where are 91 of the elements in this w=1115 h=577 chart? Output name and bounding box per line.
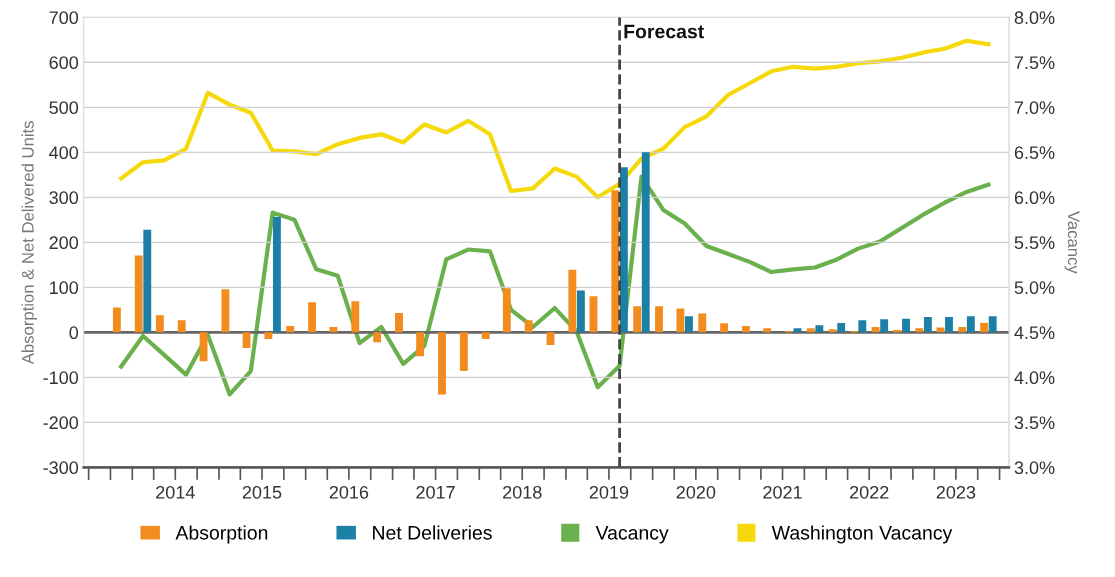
y-tick-label: 200	[49, 236, 79, 250]
bar	[837, 322, 846, 333]
y-tick-label: 400	[49, 146, 79, 160]
y-tick-label: -300	[43, 461, 79, 475]
y2-tick-label: 3.5%	[1014, 416, 1055, 430]
bar	[611, 190, 620, 333]
x-tick-label: 2019	[589, 485, 629, 499]
bar	[273, 216, 281, 333]
legend-label: Net Deliveries	[373, 525, 492, 540]
y2-axis-title: Vacancy	[1064, 211, 1080, 274]
x-tick-label: 2015	[242, 485, 282, 499]
y-tick-label: 300	[49, 191, 79, 205]
y-tick-label: 600	[49, 56, 79, 70]
bar	[576, 290, 585, 333]
legend-label: Vacancy	[595, 526, 669, 544]
bar	[351, 301, 360, 333]
y2-tick-label: 6.0%	[1014, 191, 1055, 205]
bar	[395, 313, 403, 333]
bar	[806, 328, 815, 333]
x-tick-label: 2022	[850, 485, 889, 499]
bar	[286, 326, 295, 333]
x-tick-label: 2016	[329, 485, 369, 499]
line-series	[119, 38, 991, 200]
x-tick-label: 2020	[676, 485, 716, 499]
y-tick-label: 0	[69, 326, 79, 340]
bar	[524, 320, 533, 333]
y-tick-label: 500	[49, 101, 79, 115]
y2-tick-label: 8.0%	[1014, 11, 1055, 25]
bar	[742, 326, 750, 333]
y-axis-title: Absorption & Net Delivered Units	[21, 121, 38, 365]
bar	[980, 322, 989, 333]
bar	[815, 325, 824, 333]
y2-tick-label: 5.0%	[1014, 281, 1055, 295]
bar	[676, 308, 685, 333]
y2-tick-label: 4.5%	[1014, 326, 1055, 340]
bar	[481, 332, 490, 340]
bar	[720, 323, 729, 333]
y2-tick-label: 6.5%	[1014, 146, 1055, 160]
bar	[655, 306, 663, 333]
bar	[902, 318, 910, 333]
bar	[915, 328, 924, 333]
bar	[242, 332, 251, 349]
y2-tick-label: 7.5%	[1014, 56, 1055, 70]
x-tick-label: 2018	[503, 485, 542, 499]
bar	[988, 316, 997, 333]
bar	[134, 255, 143, 333]
bar	[641, 152, 650, 333]
bar	[698, 313, 707, 333]
x-tick-label: 2014	[156, 485, 195, 499]
bar	[880, 319, 889, 333]
bar	[633, 306, 642, 333]
bar	[936, 327, 945, 333]
bar	[416, 332, 425, 357]
bar	[763, 328, 772, 333]
bar	[459, 332, 468, 372]
bar	[923, 317, 932, 333]
x-tick-label: 2017	[416, 485, 455, 499]
bar	[373, 332, 382, 343]
y-tick-label: -200	[43, 416, 79, 430]
bar	[546, 332, 555, 345]
y2-tick-label: 7.0%	[1014, 101, 1055, 115]
legend-label: Absorption	[175, 525, 268, 544]
bar	[177, 320, 186, 333]
y-tick-label: 100	[50, 281, 79, 295]
bar	[958, 326, 967, 333]
y2-tick-label: 4.0%	[1014, 371, 1055, 385]
bar	[828, 329, 837, 333]
y2-tick-label: 3.0%	[1014, 461, 1055, 475]
bar	[858, 320, 867, 333]
bar	[438, 332, 446, 395]
bar	[685, 316, 693, 333]
ref-line-label: Forecast	[624, 24, 704, 39]
bar	[308, 302, 317, 333]
bar	[112, 307, 121, 333]
bar	[568, 269, 577, 333]
y-tick-label: -100	[43, 371, 79, 385]
bar	[155, 315, 164, 333]
bar	[143, 229, 152, 333]
line-series	[119, 174, 991, 397]
bar	[221, 289, 230, 333]
x-tick-label: 2021	[763, 485, 802, 499]
y-tick-label: 700	[49, 11, 79, 25]
bar	[945, 317, 953, 333]
y2-tick-label: 5.5%	[1014, 236, 1055, 250]
legend-label: Washington Vacancy	[771, 525, 953, 544]
x-tick-label: 2023	[936, 485, 976, 499]
bar	[966, 316, 975, 333]
bar	[619, 167, 628, 333]
bar	[871, 326, 880, 333]
bar	[502, 288, 511, 333]
bar	[264, 332, 273, 340]
